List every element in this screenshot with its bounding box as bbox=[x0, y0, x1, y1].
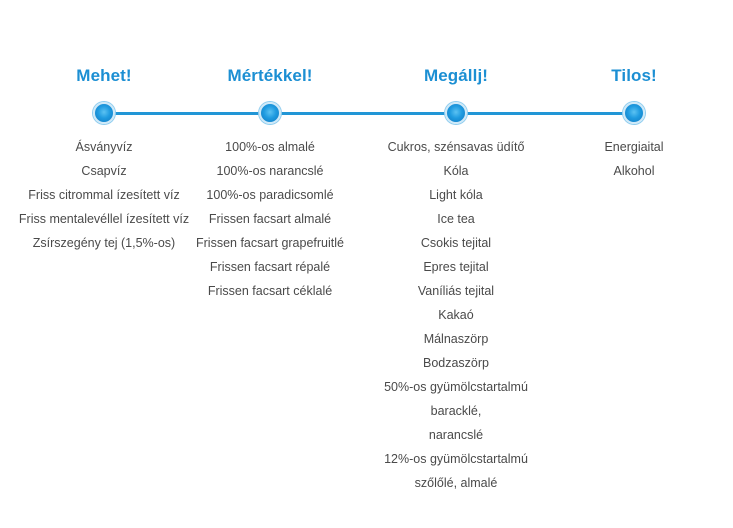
list-item: Kakaó bbox=[438, 308, 474, 322]
list-item: Friss citrommal ízesített víz bbox=[28, 188, 180, 202]
timeline-dot bbox=[623, 102, 645, 124]
item-list: Ásványvíz Csapvíz Friss citrommal ízesít… bbox=[19, 135, 189, 255]
list-item: szőlőlé, almalé bbox=[414, 476, 498, 490]
list-item: Frissen facsart céklalé bbox=[207, 284, 333, 298]
item-list: Cukros, szénsavas üdítő Kóla Light kóla … bbox=[384, 135, 528, 495]
list-item: Csapvíz bbox=[81, 164, 127, 178]
list-item: Frissen facsart répalé bbox=[209, 260, 331, 274]
list-item: 100%-os paradicsomlé bbox=[206, 188, 334, 202]
item-list: Energiaital Alkohol bbox=[604, 135, 663, 183]
list-item: Ice tea bbox=[437, 212, 475, 226]
list-item: Alkohol bbox=[613, 164, 655, 178]
list-item: Ásványvíz bbox=[75, 140, 133, 154]
timeline-line bbox=[104, 112, 634, 115]
list-item: Energiaital bbox=[604, 140, 664, 154]
column-title: Mehet! bbox=[76, 66, 132, 85]
list-item: Csokis tejital bbox=[420, 236, 492, 250]
list-item: Cukros, szénsavas üdítő bbox=[387, 140, 525, 154]
list-item: Friss mentalevéllel ízesített víz bbox=[18, 212, 190, 226]
column-title: Mértékkel! bbox=[227, 66, 313, 85]
list-item: Zsírszegény tej (1,5%-os) bbox=[32, 236, 176, 250]
column-title: Megállj! bbox=[423, 66, 489, 85]
column-title: Tilos! bbox=[611, 66, 657, 85]
list-item: Light kóla bbox=[429, 188, 483, 202]
list-item: narancslé bbox=[428, 428, 484, 442]
list-item: Bodzaszörp bbox=[422, 356, 489, 370]
timeline-dot bbox=[93, 102, 115, 124]
list-item: 100%-os narancslé bbox=[216, 164, 324, 178]
timeline-dot bbox=[445, 102, 467, 124]
list-item: baracklé, bbox=[430, 404, 482, 418]
list-item: Kóla bbox=[443, 164, 469, 178]
list-item: Epres tejital bbox=[423, 260, 489, 274]
list-item: Frissen facsart grapefruitlé bbox=[196, 236, 344, 250]
list-item: 50%-os gyümölcstartalmú bbox=[384, 380, 528, 394]
list-item: Vaníliás tejital bbox=[417, 284, 495, 298]
timeline-dot bbox=[259, 102, 281, 124]
list-item: Frissen facsart almalé bbox=[208, 212, 332, 226]
list-item: 100%-os almalé bbox=[225, 140, 315, 154]
list-item: 12%-os gyümölcstartalmú bbox=[384, 452, 528, 466]
item-list: 100%-os almalé 100%-os narancslé 100%-os… bbox=[196, 135, 344, 303]
list-item: Málnaszörp bbox=[423, 332, 489, 346]
